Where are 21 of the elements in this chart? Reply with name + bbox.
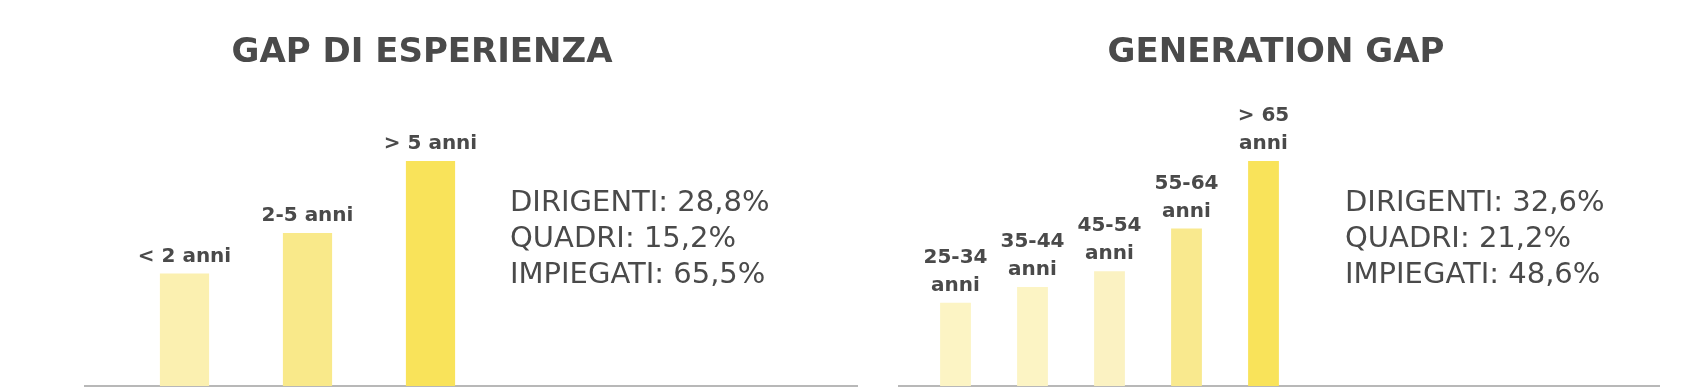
bar (1171, 228, 1202, 386)
x-tick-label: 2-5 anni (261, 202, 354, 226)
x-tick-label: 55-64 anni (1154, 169, 1219, 222)
chart-title: GAP DI ESPERIENZA (231, 30, 614, 70)
bar (1248, 161, 1279, 386)
text: IMPIEGATI: 48,6% (1345, 256, 1601, 290)
bar (940, 302, 971, 386)
x-tick-label: < 2 anni (137, 242, 232, 267)
text: QUADRI: 15,2% (510, 220, 737, 254)
text: QUADRI: 21,2% (1345, 220, 1572, 254)
x-tick-label: 25-34 anni (923, 243, 988, 296)
x-tick-label: 45-54 anni (1077, 212, 1142, 265)
x-tick-label: 35-44 anni (1000, 228, 1065, 280)
chart-title: GENERATION GAP (1107, 30, 1445, 70)
bar (1017, 287, 1048, 386)
text: DIRIGENTI: 28,8% (510, 184, 770, 218)
text: IMPIEGATI: 65,5% (510, 256, 766, 290)
text: DIRIGENTI: 32,6% (1345, 184, 1605, 218)
x-tick-label: > 65 anni (1237, 102, 1290, 154)
bar (1094, 271, 1125, 386)
x-tick-label: > 5 anni (383, 130, 478, 154)
